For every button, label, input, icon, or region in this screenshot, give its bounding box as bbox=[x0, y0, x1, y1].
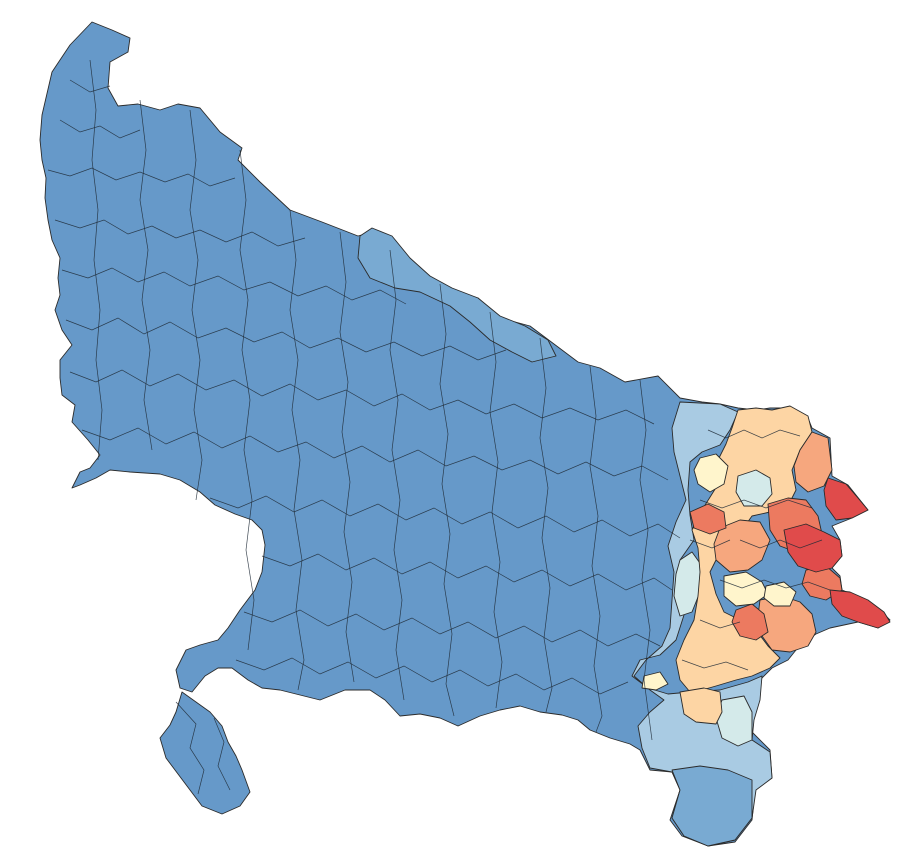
east-deep-red-region-1 bbox=[823, 477, 869, 521]
east-orange-region-1 bbox=[713, 519, 771, 573]
east-deep-red-region-3 bbox=[829, 589, 891, 629]
east-red-region-1 bbox=[689, 503, 727, 535]
east-pale-region-3 bbox=[735, 469, 773, 507]
east-cream-region-3 bbox=[763, 581, 797, 607]
east-orange-base-region bbox=[675, 405, 813, 693]
district-boundaries bbox=[47, 59, 831, 795]
east-pale-region-1 bbox=[673, 551, 703, 617]
east-cream-region-small bbox=[641, 671, 669, 691]
east-deep-red-region-2 bbox=[783, 523, 843, 573]
east-cream-region-2 bbox=[723, 571, 769, 607]
southwest-lobe-region bbox=[159, 691, 251, 815]
north-strip-region bbox=[357, 227, 557, 363]
east-light-blue-region bbox=[671, 765, 753, 847]
east-peach-region-1 bbox=[679, 687, 723, 725]
east-orange-region-3 bbox=[793, 431, 833, 493]
east-cream-region-1 bbox=[693, 453, 729, 493]
